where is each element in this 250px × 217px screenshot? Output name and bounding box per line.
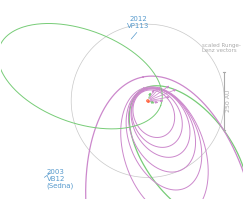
- Text: scaled Runge-
Lenz vectors: scaled Runge- Lenz vectors: [202, 43, 241, 53]
- Text: 250 AU: 250 AU: [226, 90, 231, 112]
- Text: 2012
VP113: 2012 VP113: [128, 16, 150, 29]
- Text: 2003
VB12
(Sedna): 2003 VB12 (Sedna): [47, 169, 74, 189]
